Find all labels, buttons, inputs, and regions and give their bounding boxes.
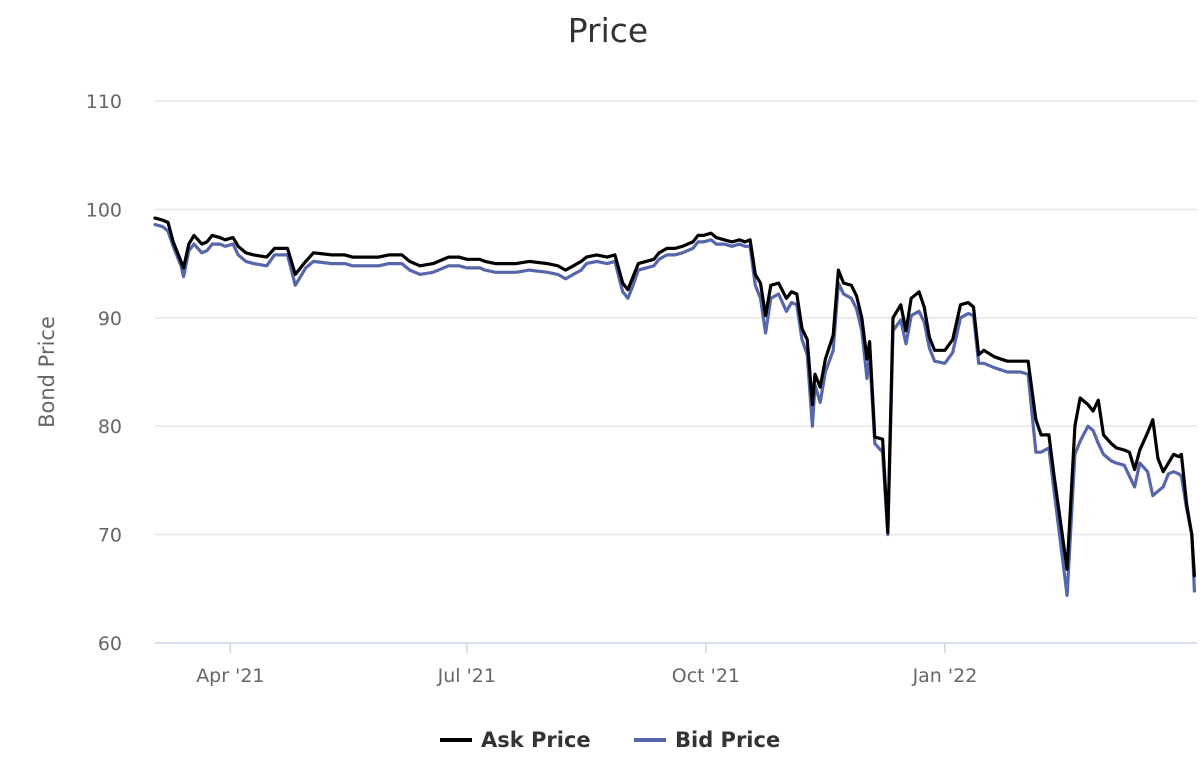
y-tick-label: 60 (98, 633, 122, 655)
legend[interactable]: Ask Price Bid Price (440, 728, 780, 752)
x-tick-label: Oct '21 (672, 665, 740, 687)
bid-price-line (153, 223, 1196, 597)
y-axis-ticks: 60 70 80 90 100 110 (86, 91, 122, 655)
ask-price-line (153, 216, 1196, 578)
y-tick-label: 100 (86, 199, 122, 221)
series-lines (153, 216, 1196, 597)
legend-item-ask-price[interactable]: Ask Price (440, 728, 591, 752)
x-tick-label: Jan '22 (912, 665, 978, 687)
y-tick-label: 90 (98, 308, 122, 330)
y-axis-label: Bond Price (35, 316, 59, 428)
chart-title: Price (568, 11, 649, 50)
x-tick-label: Apr '21 (196, 665, 264, 687)
x-tick-label: Jul '21 (437, 665, 496, 687)
grid-lines (155, 100, 1197, 644)
legend-label: Ask Price (481, 728, 591, 752)
y-tick-label: 70 (98, 525, 122, 547)
legend-label: Bid Price (675, 728, 780, 752)
y-tick-label: 110 (86, 91, 122, 113)
legend-item-bid-price[interactable]: Bid Price (634, 728, 780, 752)
y-tick-label: 80 (98, 416, 122, 438)
x-axis-ticks: Apr '21 Jul '21 Oct '21 Jan '22 (196, 643, 977, 687)
